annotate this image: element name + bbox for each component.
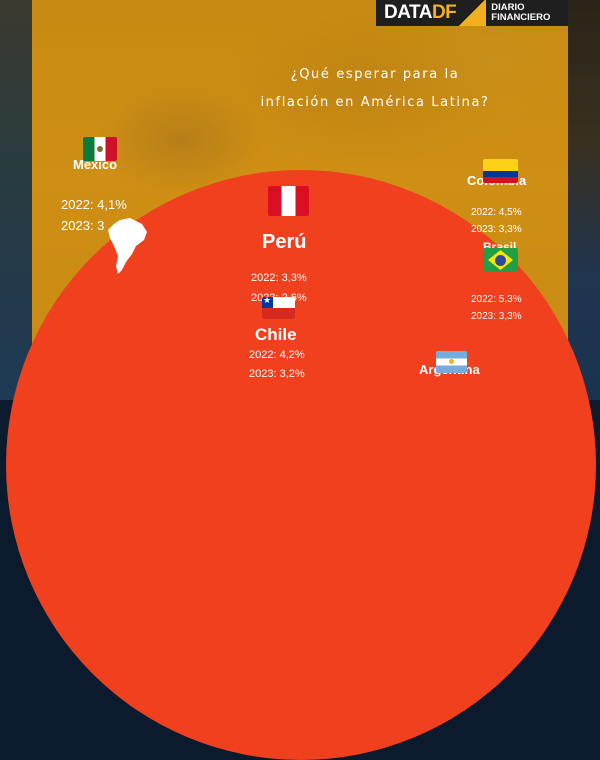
earth-edge-right: [567, 0, 600, 400]
south-america-map-icon: [108, 218, 147, 274]
logo-publisher: DIARIO FINANCIERO: [491, 3, 550, 23]
argentina-flag-sun: [449, 359, 454, 364]
colombia-2023-value: 2023: 3,3%: [471, 224, 522, 235]
mexico-2023-value: 2023: 3: [61, 218, 105, 233]
country-mexico-name: Mexico: [73, 157, 118, 172]
logo-publisher-line2: FINANCIERO: [491, 12, 551, 23]
logo-publisher-line1: DIARIO: [491, 2, 525, 13]
colombia-2022-value: 2022: 4,5%: [471, 207, 522, 218]
brazil-flag-globe: [495, 255, 506, 266]
chile-flag-icon: ★: [262, 297, 295, 319]
chile-flag-star: ★: [263, 297, 272, 306]
headline-line2: inflación en América Latina?: [260, 95, 490, 110]
mexico-flag-emblem: [97, 146, 103, 152]
peru-2022-value: 2022: 3,3%: [251, 272, 307, 284]
country-peru-name: Perú: [262, 231, 307, 253]
brazil-flag-icon: [483, 248, 518, 272]
headline-line1: ¿Qué esperar para la: [290, 67, 460, 82]
earth-edge-left: [0, 0, 34, 400]
mexico-2022-value: 2022: 4,1%: [61, 197, 127, 212]
logo-brand-accent: DF: [431, 2, 457, 23]
brasil-2023-value: 2023: 3,3%: [471, 311, 522, 322]
brasil-2022-value: 2022: 5,3%: [471, 294, 522, 305]
logo-brand-main: DATA: [384, 2, 432, 23]
peru-flag-icon: [268, 186, 309, 216]
chile-flag-canton: ★: [262, 297, 273, 308]
chile-2022-value: 2022: 4,2%: [249, 349, 305, 361]
country-chile-name: Chile: [255, 325, 297, 344]
chile-2023-value: 2023: 3,2%: [249, 368, 305, 380]
logo-divider: [458, 0, 487, 26]
argentina-flag-icon: [436, 351, 467, 373]
mexico-flag-icon: [83, 137, 117, 161]
datadf-logo: DATA DF DIARIO FINANCIERO: [376, 0, 568, 26]
colombia-flag-icon: [483, 159, 518, 183]
